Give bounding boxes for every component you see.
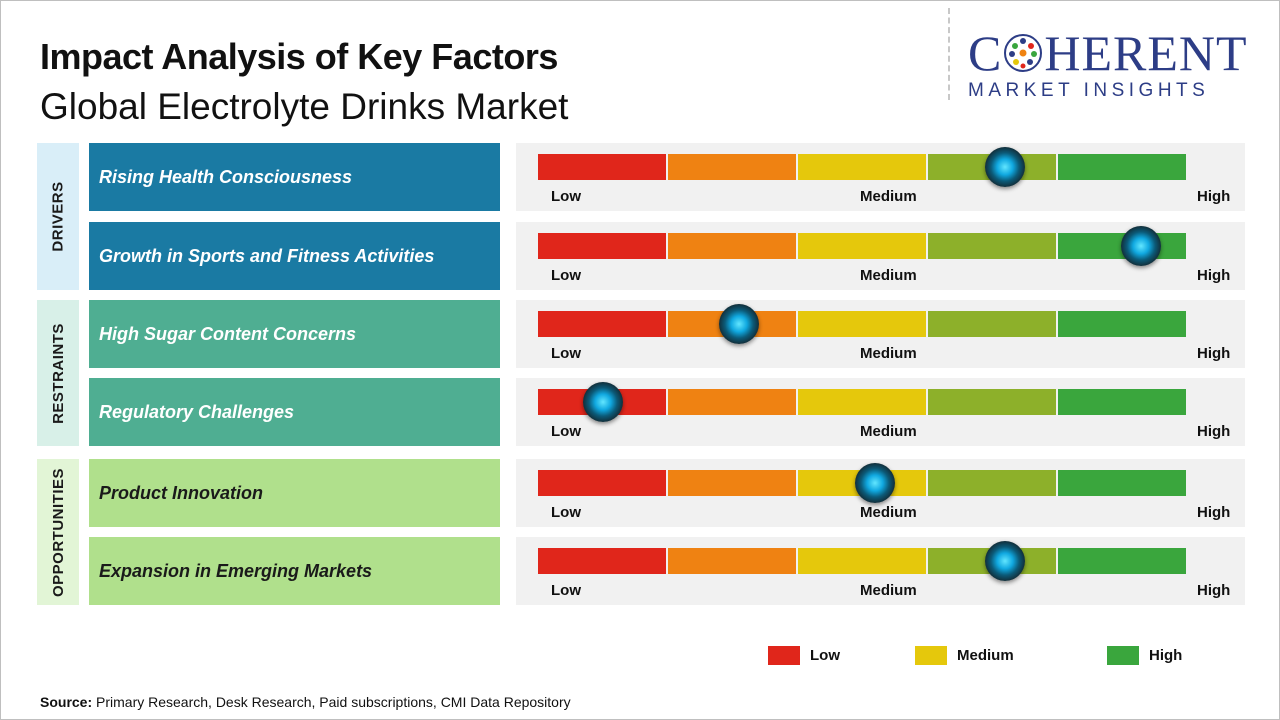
gauge-label-medium: Medium: [860, 582, 917, 599]
gauge-segment-3: [798, 154, 926, 180]
factor-name: Product Innovation: [99, 482, 263, 503]
factor-label-box: Regulatory Challenges: [89, 378, 500, 446]
gauge-segment-1: [538, 233, 666, 259]
gauge-segment-1: [538, 548, 666, 574]
impact-indicator: [984, 147, 1025, 187]
gauge-label-high: High: [1197, 582, 1231, 599]
gauge-label-low: Low: [551, 423, 581, 440]
gauge-segment-3: [798, 233, 926, 259]
gauge-bar: [538, 470, 1186, 496]
gauge-label-low: Low: [551, 188, 581, 205]
gauge-segment-3: [798, 311, 926, 337]
legend-item-low: Low: [768, 646, 840, 665]
impact-indicator: [984, 541, 1025, 581]
gauge-segment-1: [538, 470, 666, 496]
gauge-segment-4: [928, 470, 1056, 496]
gauge-bar: [538, 233, 1186, 259]
legend-label: Low: [810, 647, 840, 664]
gauge-label-medium: Medium: [860, 267, 917, 284]
gauge-segment-2: [668, 548, 796, 574]
impact-indicator: [718, 304, 759, 344]
gauge-bar: [538, 389, 1186, 415]
impact-indicator: [582, 382, 623, 422]
gauge-segment-3: [798, 389, 926, 415]
gauge-label-high: High: [1197, 267, 1231, 284]
gauge-bar: [538, 548, 1186, 574]
legend-label: Medium: [957, 647, 1014, 664]
factor-name: High Sugar Content Concerns: [99, 323, 357, 344]
group-label-opportunities: OPPORTUNITIES: [37, 459, 79, 605]
gauge-segment-5: [1058, 154, 1186, 180]
source-label: Source:: [40, 694, 93, 710]
gauge-label-low: Low: [551, 504, 581, 521]
gauge-segment-1: [538, 154, 666, 180]
legend-label: High: [1149, 647, 1183, 664]
globe-icon: [1004, 34, 1043, 72]
factor-label-box: Growth in Sports and Fitness Activities: [89, 222, 500, 290]
gauge-label-high: High: [1197, 188, 1231, 205]
legend-swatch: [915, 646, 947, 665]
gauge-label-medium: Medium: [860, 423, 917, 440]
group-label-text: RESTRAINTS: [49, 322, 67, 424]
factor-label-box: Rising Health Consciousness: [89, 143, 500, 211]
gauge-segment-2: [668, 233, 796, 259]
gauge-segment-5: [1058, 311, 1186, 337]
factor-name: Rising Health Consciousness: [99, 166, 353, 187]
factor-label-box: High Sugar Content Concerns: [89, 300, 500, 368]
gauge-label-medium: Medium: [860, 188, 917, 205]
gauge-label-medium: Medium: [860, 345, 917, 362]
header-divider: [948, 8, 950, 100]
gauge-label-high: High: [1197, 345, 1231, 362]
factor-label-box: Expansion in Emerging Markets: [89, 537, 500, 605]
logo-letter-c: C: [968, 25, 1003, 81]
gauge-bar: [538, 154, 1186, 180]
factor-label-box: Product Innovation: [89, 459, 500, 527]
legend-item-high: High: [1107, 646, 1182, 665]
group-label-restraints: RESTRAINTS: [37, 300, 79, 446]
logo-letters-rest: HERENT: [1044, 25, 1248, 81]
gauge-label-high: High: [1197, 504, 1231, 521]
gauge-segment-1: [538, 311, 666, 337]
legend-swatch: [1107, 646, 1139, 665]
logo-tagline: MARKET INSIGHTS: [968, 80, 1210, 101]
logo-wordmark: C HERENT: [968, 28, 1268, 78]
gauge-label-low: Low: [551, 582, 581, 599]
group-label-text: OPPORTUNITIES: [49, 467, 67, 597]
legend-swatch: [768, 646, 800, 665]
source-text: Primary Research, Desk Research, Paid su…: [92, 694, 571, 710]
gauge-segment-5: [1058, 548, 1186, 574]
gauge-segment-5: [1058, 389, 1186, 415]
gauge-label-low: Low: [551, 345, 581, 362]
gauge-segment-4: [928, 233, 1056, 259]
gauge-label-low: Low: [551, 267, 581, 284]
company-logo: C HERENT MARKET INSIGHTS: [968, 28, 1268, 102]
page-title: Impact Analysis of Key Factors: [40, 36, 558, 77]
impact-indicator: [854, 463, 895, 503]
group-label-drivers: DRIVERS: [37, 143, 79, 290]
page-subtitle: Global Electrolyte Drinks Market: [40, 86, 569, 127]
gauge-segment-2: [668, 470, 796, 496]
source-note: Source: Primary Research, Desk Research,…: [40, 694, 571, 710]
gauge-segment-5: [1058, 470, 1186, 496]
factor-name: Expansion in Emerging Markets: [99, 560, 373, 581]
factor-name: Growth in Sports and Fitness Activities: [99, 245, 435, 266]
impact-indicator: [1120, 226, 1161, 266]
gauge-segment-3: [798, 548, 926, 574]
group-label-text: DRIVERS: [49, 181, 67, 252]
gauge-label-high: High: [1197, 423, 1231, 440]
gauge-bar: [538, 311, 1186, 337]
legend-item-medium: Medium: [915, 646, 1014, 665]
gauge-segment-2: [668, 154, 796, 180]
gauge-segment-4: [928, 389, 1056, 415]
gauge-segment-4: [928, 311, 1056, 337]
factor-name: Regulatory Challenges: [99, 401, 295, 422]
gauge-segment-2: [668, 389, 796, 415]
gauge-label-medium: Medium: [860, 504, 917, 521]
